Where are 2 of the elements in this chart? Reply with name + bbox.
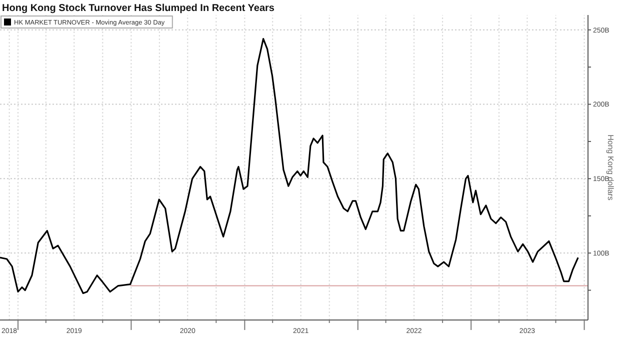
chart-title: Hong Kong Stock Turnover Has Slumped In Recent Years (2, 3, 275, 14)
line-series (0, 38, 579, 294)
